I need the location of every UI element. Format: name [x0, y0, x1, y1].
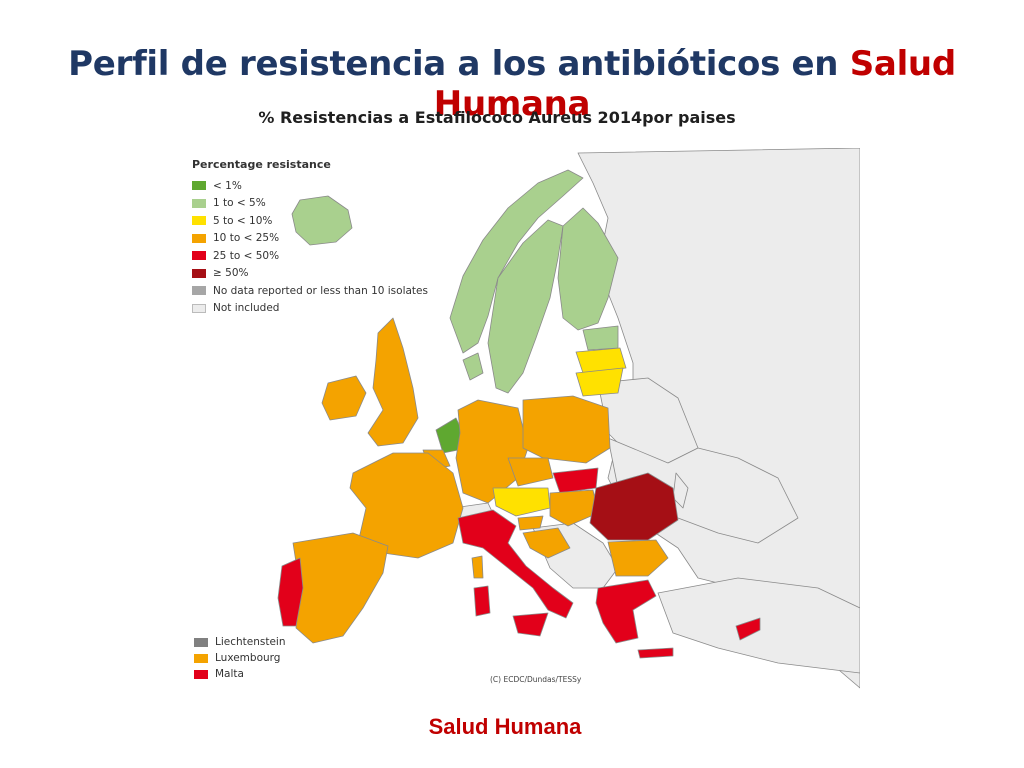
romania	[589, 472, 679, 541]
germany	[455, 399, 529, 504]
footer-label: Salud Humana	[428, 714, 582, 739]
greece	[595, 579, 657, 644]
sardinia	[473, 585, 491, 617]
moldova	[672, 472, 689, 509]
legend-item-lt25: 10 to < 25%	[192, 230, 428, 248]
legend-swatch	[192, 251, 206, 261]
cyprus	[735, 617, 761, 641]
legend-label: 25 to < 50%	[213, 249, 280, 262]
iceland	[291, 195, 353, 246]
france	[349, 452, 464, 559]
hungary	[549, 489, 599, 527]
legend-swatch	[194, 637, 208, 647]
legend-label: 5 to < 10%	[213, 214, 273, 227]
map-credit: (C) ECDC/Dundas/TESSy	[490, 675, 582, 684]
legend-label: ≥ 50%	[213, 267, 249, 280]
legend-label: 10 to < 25%	[213, 232, 280, 245]
ireland	[321, 375, 367, 421]
small-countries-legend: Liechtenstein Luxembourg Malta	[194, 634, 286, 682]
legend-title: Percentage resistance	[192, 158, 331, 171]
legend-item-ge50: ≥ 50%	[192, 265, 428, 283]
united-kingdom	[367, 317, 419, 447]
legend-item-lt10: 5 to < 10%	[192, 212, 428, 230]
small-country-luxembourg: Luxembourg	[194, 650, 286, 666]
legend-swatch	[194, 669, 208, 679]
denmark	[462, 352, 484, 381]
estonia	[582, 325, 619, 351]
title-highlight: Salud Humana	[433, 44, 956, 124]
slovakia	[552, 467, 599, 494]
legend-label: 1 to < 5%	[213, 197, 266, 210]
sweden	[487, 219, 564, 394]
poland	[522, 395, 611, 464]
legend-swatch	[192, 181, 206, 191]
legend-item-lt50: 25 to < 50%	[192, 247, 428, 265]
austria	[492, 487, 551, 517]
corsica	[471, 555, 484, 579]
europe-resistance-map: Percentage resistance < 1% 1 to < 5% 5 t…	[178, 148, 860, 693]
small-country-liechtenstein: Liechtenstein	[194, 634, 286, 650]
legend-label: No data reported or less than 10 isolate…	[213, 284, 428, 297]
legend-item-lt5: 1 to < 5%	[192, 195, 428, 213]
legend-swatch	[192, 233, 206, 243]
latvia	[575, 347, 627, 374]
legend-item-notincluded: Not included	[192, 300, 428, 318]
title-prefix: Perfil de resistencia a los antibióticos…	[68, 44, 850, 84]
legend-swatch	[192, 268, 206, 278]
finland	[557, 207, 619, 331]
legend-item-lt1: < 1%	[192, 177, 428, 195]
map-subtitle: % Resistencias a Estafilococo Aureus 201…	[258, 108, 736, 127]
legend-label: < 1%	[213, 179, 242, 192]
legend-swatch	[192, 198, 206, 208]
legend-swatch	[192, 303, 206, 313]
map-legend: Percentage resistance < 1% 1 to < 5% 5 t…	[192, 158, 428, 317]
bulgaria	[607, 539, 669, 577]
legend-label: Liechtenstein	[215, 636, 286, 648]
slovenia	[517, 515, 544, 531]
norway	[449, 169, 584, 354]
map-svg	[277, 148, 860, 689]
small-country-malta: Malta	[194, 666, 286, 682]
spain	[292, 532, 389, 644]
lithuania	[575, 367, 624, 397]
legend-swatch	[192, 286, 206, 296]
crete	[637, 647, 674, 659]
czech-republic	[507, 457, 554, 487]
italy	[457, 509, 574, 619]
legend-swatch	[194, 653, 208, 663]
legend-label: Luxembourg	[215, 652, 281, 664]
portugal	[277, 557, 304, 627]
croatia	[522, 527, 571, 559]
sicily	[512, 612, 549, 637]
legend-label: Malta	[215, 668, 244, 680]
legend-label: Not included	[213, 302, 280, 315]
legend-item-nodata: No data reported or less than 10 isolate…	[192, 282, 428, 300]
legend-swatch	[192, 216, 206, 226]
slide-title: Perfil de resistencia a los antibióticos…	[0, 44, 1024, 124]
